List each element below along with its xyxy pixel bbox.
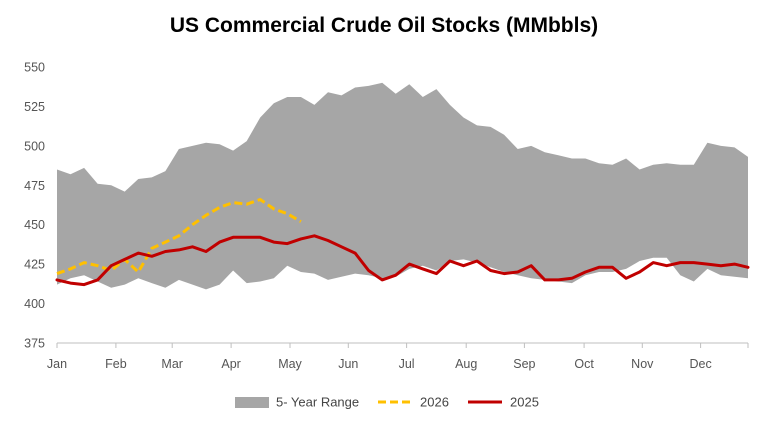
x-tick-label: May <box>278 357 302 371</box>
x-tick-label: Apr <box>221 357 240 371</box>
x-tick-label: Aug <box>455 357 477 371</box>
five-year-range-layer <box>57 82 748 290</box>
legend: 5- Year Range 2026 2025 <box>235 395 539 410</box>
x-tick-label: Sep <box>513 357 535 371</box>
axis-layer: 375 400 425 450 475 500 525 550 Jan Feb Mar Apr May J… <box>24 61 749 371</box>
y-tick-label: 400 <box>24 297 45 311</box>
series-2026-line <box>56 198 302 276</box>
series-2025-line <box>55 234 750 287</box>
y-tick-label: 425 <box>24 258 45 272</box>
y-tick-label: 450 <box>24 218 45 232</box>
x-tick-label: Jan <box>47 357 67 371</box>
x-tick-label: Jul <box>399 357 415 371</box>
x-tick-label: Nov <box>631 357 654 371</box>
y-tick-label: 500 <box>24 139 45 153</box>
x-tick-label: Dec <box>689 357 711 371</box>
x-tick-label: Mar <box>161 357 183 371</box>
chart-title: US Commercial Crude Oil Stocks (MMbbls) <box>169 14 599 37</box>
x-tick-label: Feb <box>105 357 127 371</box>
y-tick-label: 525 <box>24 100 45 114</box>
legend-label-2025: 2025 <box>510 395 539 410</box>
legend-label-2026: 2026 <box>420 395 449 410</box>
legend-swatch-range <box>235 397 269 408</box>
y-tick-label: 550 <box>24 61 45 75</box>
x-tick-label: Jun <box>338 357 358 371</box>
y-tick-label: 375 <box>24 337 45 351</box>
x-tick-label: Oct <box>574 357 594 371</box>
legend-label-range: 5- Year Range <box>276 395 359 410</box>
series-layer <box>55 198 750 287</box>
y-tick-label: 475 <box>24 179 45 193</box>
five-year-range-area <box>57 82 748 290</box>
